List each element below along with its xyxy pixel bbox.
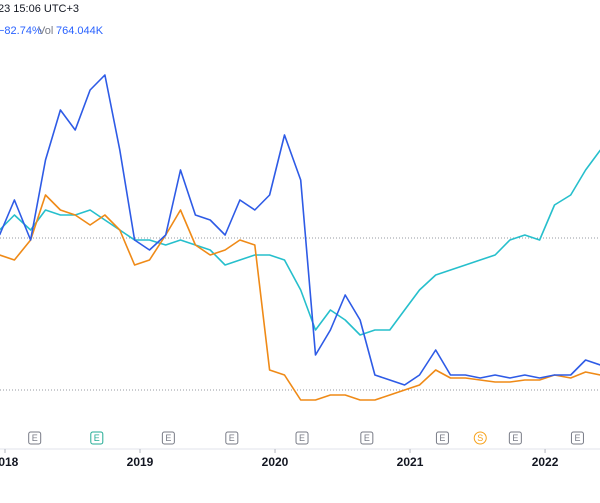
series-line	[0, 149, 600, 336]
event-label: E	[94, 433, 100, 443]
event-label: E	[165, 433, 171, 443]
event-label: E	[32, 433, 38, 443]
event-badge	[360, 431, 374, 445]
event-marker: E	[435, 431, 449, 445]
x-tick-label: 2022	[532, 455, 559, 469]
header-vol-value: 764.044K	[56, 25, 104, 37]
x-tick-label: 2021	[397, 455, 424, 469]
series-line	[0, 74, 600, 386]
event-badge	[28, 431, 42, 445]
header-change: −82.74%	[0, 25, 42, 37]
event-marker: E	[161, 431, 175, 445]
event-badge	[90, 431, 104, 445]
x-tick-label: 2018	[0, 455, 19, 469]
event-badge	[473, 431, 487, 445]
event-badge	[161, 431, 175, 445]
event-label: E	[299, 433, 305, 443]
event-marker: E	[28, 431, 42, 445]
event-label: E	[574, 433, 580, 443]
event-badge	[508, 431, 522, 445]
event-marker: E	[90, 431, 104, 445]
event-label: E	[364, 433, 370, 443]
x-tick-label: 2019	[127, 455, 154, 469]
event-marker: E	[225, 431, 239, 445]
event-badge	[435, 431, 449, 445]
event-badge	[570, 431, 584, 445]
event-label: S	[477, 433, 483, 443]
header-vol-label: Vol	[38, 25, 53, 37]
event-marker: E	[295, 431, 309, 445]
event-badge	[225, 431, 239, 445]
event-label: E	[512, 433, 518, 443]
x-tick-label: 2020	[262, 455, 289, 469]
event-marker: E	[508, 431, 522, 445]
event-marker: E	[570, 431, 584, 445]
event-marker: S	[473, 431, 487, 445]
event-marker: E	[360, 431, 374, 445]
event-badge	[295, 431, 309, 445]
event-label: E	[439, 433, 445, 443]
event-label: E	[229, 433, 235, 443]
series-line	[0, 194, 600, 401]
header-time: 23 15:06 UTC+3	[0, 3, 79, 15]
